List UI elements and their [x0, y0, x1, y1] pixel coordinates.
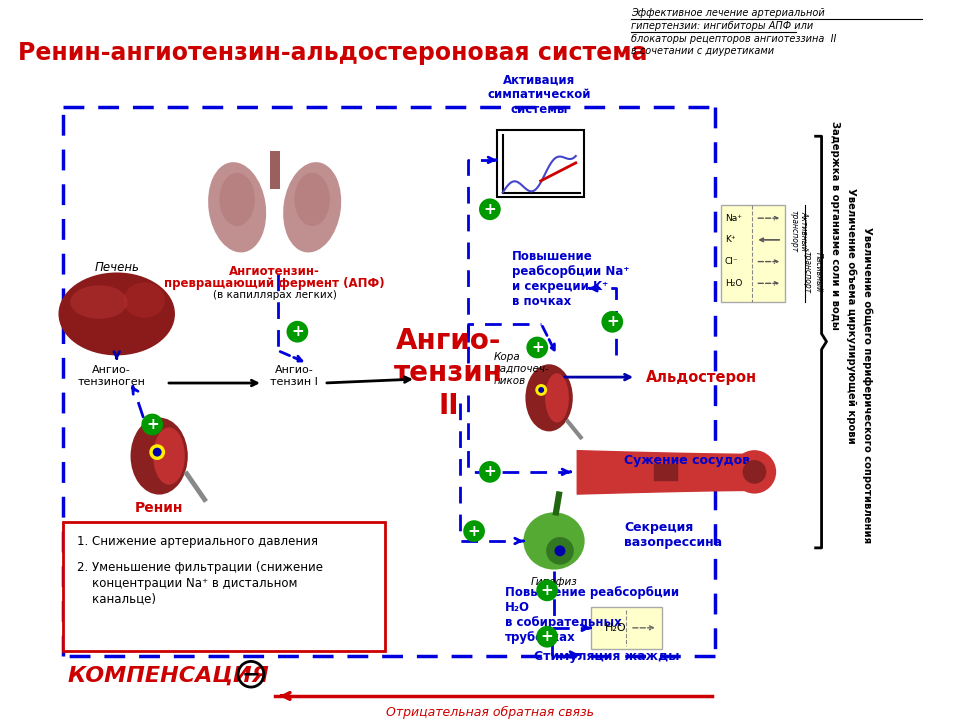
Text: 2. Уменьшение фильтрации (снижение: 2. Уменьшение фильтрации (снижение [77, 561, 324, 574]
Ellipse shape [59, 272, 175, 356]
Text: Активация
симпатической
системы: Активация симпатической системы [488, 73, 591, 117]
Circle shape [286, 321, 308, 343]
Text: превращающий фермент (АПФ): превращающий фермент (АПФ) [164, 277, 385, 290]
Ellipse shape [220, 173, 255, 226]
Text: Активный
транспорт: Активный транспорт [789, 210, 808, 252]
Text: 1. Снижение артериального давления: 1. Снижение артериального давления [77, 535, 318, 548]
Bar [721, 205, 785, 302]
Circle shape [537, 580, 558, 601]
Ellipse shape [539, 387, 544, 393]
Text: Альдостерон: Альдостерон [646, 369, 757, 384]
Ellipse shape [154, 428, 185, 485]
Text: +: + [540, 629, 554, 644]
Text: +: + [291, 324, 303, 339]
Ellipse shape [150, 444, 165, 460]
Text: +: + [484, 464, 496, 480]
Text: Отрицательная обратная связь: Отрицательная обратная связь [386, 706, 594, 719]
Circle shape [732, 450, 776, 494]
Ellipse shape [525, 364, 573, 431]
Text: Эффективное лечение артериальной: Эффективное лечение артериальной [631, 8, 825, 18]
Text: Увеличение объема циркулирующей крови: Увеличение объема циркулирующей крови [846, 188, 856, 444]
Text: блокаторы рецепторов ангиотеззина  II: блокаторы рецепторов ангиотеззина II [631, 34, 836, 44]
Circle shape [555, 546, 565, 557]
Text: канальце): канальце) [77, 593, 156, 606]
Ellipse shape [124, 282, 165, 318]
Text: Гипофиз: Гипофиз [531, 577, 577, 587]
Ellipse shape [545, 373, 569, 423]
Ellipse shape [536, 384, 547, 396]
Text: Увеличение общего периферического сопротивления: Увеличение общего периферического сопрот… [862, 227, 873, 543]
Ellipse shape [70, 285, 128, 319]
Text: (в капиллярах легких): (в капиллярах легких) [213, 290, 337, 300]
Text: Повышение реабсорбции
H₂O
в собирательных
трубочках: Повышение реабсорбции H₂O в собирательны… [505, 586, 679, 644]
Text: +: + [606, 315, 618, 329]
Ellipse shape [523, 513, 585, 570]
Ellipse shape [546, 537, 574, 564]
Text: Задержка в организме соли и воды: Задержка в организме соли и воды [830, 121, 840, 330]
Text: Na⁺: Na⁺ [725, 214, 742, 222]
Text: Секреция
вазопрессина: Секреция вазопрессина [624, 521, 722, 549]
Circle shape [141, 413, 163, 436]
Bar [270, 151, 279, 189]
Circle shape [537, 626, 558, 647]
Bar [496, 130, 584, 197]
Text: +: + [540, 582, 554, 598]
Text: Печень: Печень [94, 261, 139, 274]
Text: +: + [468, 523, 480, 539]
Circle shape [479, 199, 501, 220]
Text: H₂O: H₂O [725, 279, 742, 288]
Text: Ангиотензин-: Ангиотензин- [229, 264, 320, 278]
Text: +: + [484, 202, 496, 217]
Text: Повышение
реабсорбции Na⁺
и секреции K⁺
в почках: Повышение реабсорбции Na⁺ и секреции K⁺ … [512, 250, 629, 307]
Bar [590, 607, 661, 649]
Text: Пасивный
транспорт: Пасивный транспорт [803, 251, 823, 294]
Text: K⁺: K⁺ [725, 235, 735, 244]
Circle shape [743, 460, 766, 484]
Circle shape [526, 337, 548, 359]
Text: Кора
надпочеч-
ников: Кора надпочеч- ников [493, 352, 549, 386]
Circle shape [479, 461, 501, 482]
Text: гипертензии: ингибиторы АПФ или: гипертензии: ингибиторы АПФ или [631, 21, 813, 31]
Circle shape [601, 311, 623, 333]
Ellipse shape [283, 162, 341, 253]
Text: концентрации Na⁺ в дистальном: концентрации Na⁺ в дистальном [77, 577, 298, 590]
Ellipse shape [131, 418, 188, 495]
Text: Cl⁻: Cl⁻ [725, 257, 738, 266]
Text: H₂O: H₂O [605, 623, 626, 633]
Circle shape [464, 521, 485, 542]
Text: Сужение сосудов: Сужение сосудов [624, 454, 750, 467]
Text: +: + [146, 417, 158, 432]
Text: Ангио-
тензин
II: Ангио- тензин II [394, 327, 503, 420]
Text: Ангио-
тензин I: Ангио- тензин I [271, 365, 319, 387]
Text: КОМПЕНСАЦИЯ: КОМПЕНСАЦИЯ [67, 665, 269, 685]
Text: +: + [531, 340, 543, 355]
Text: −: − [242, 665, 260, 684]
Text: Ренин-ангиотензин-альдостероновая система: Ренин-ангиотензин-альдостероновая систем… [18, 42, 647, 66]
FancyBboxPatch shape [63, 522, 385, 651]
Ellipse shape [153, 448, 161, 456]
Ellipse shape [295, 173, 330, 226]
Text: Стимуляция жажды: Стимуляция жажды [535, 649, 680, 662]
Text: Ренин: Ренин [134, 502, 182, 516]
Ellipse shape [208, 162, 266, 253]
Text: в сочетании с диуретиками: в сочетании с диуретиками [631, 46, 774, 56]
Text: Ангио-
тензиноген: Ангио- тензиноген [78, 365, 146, 387]
